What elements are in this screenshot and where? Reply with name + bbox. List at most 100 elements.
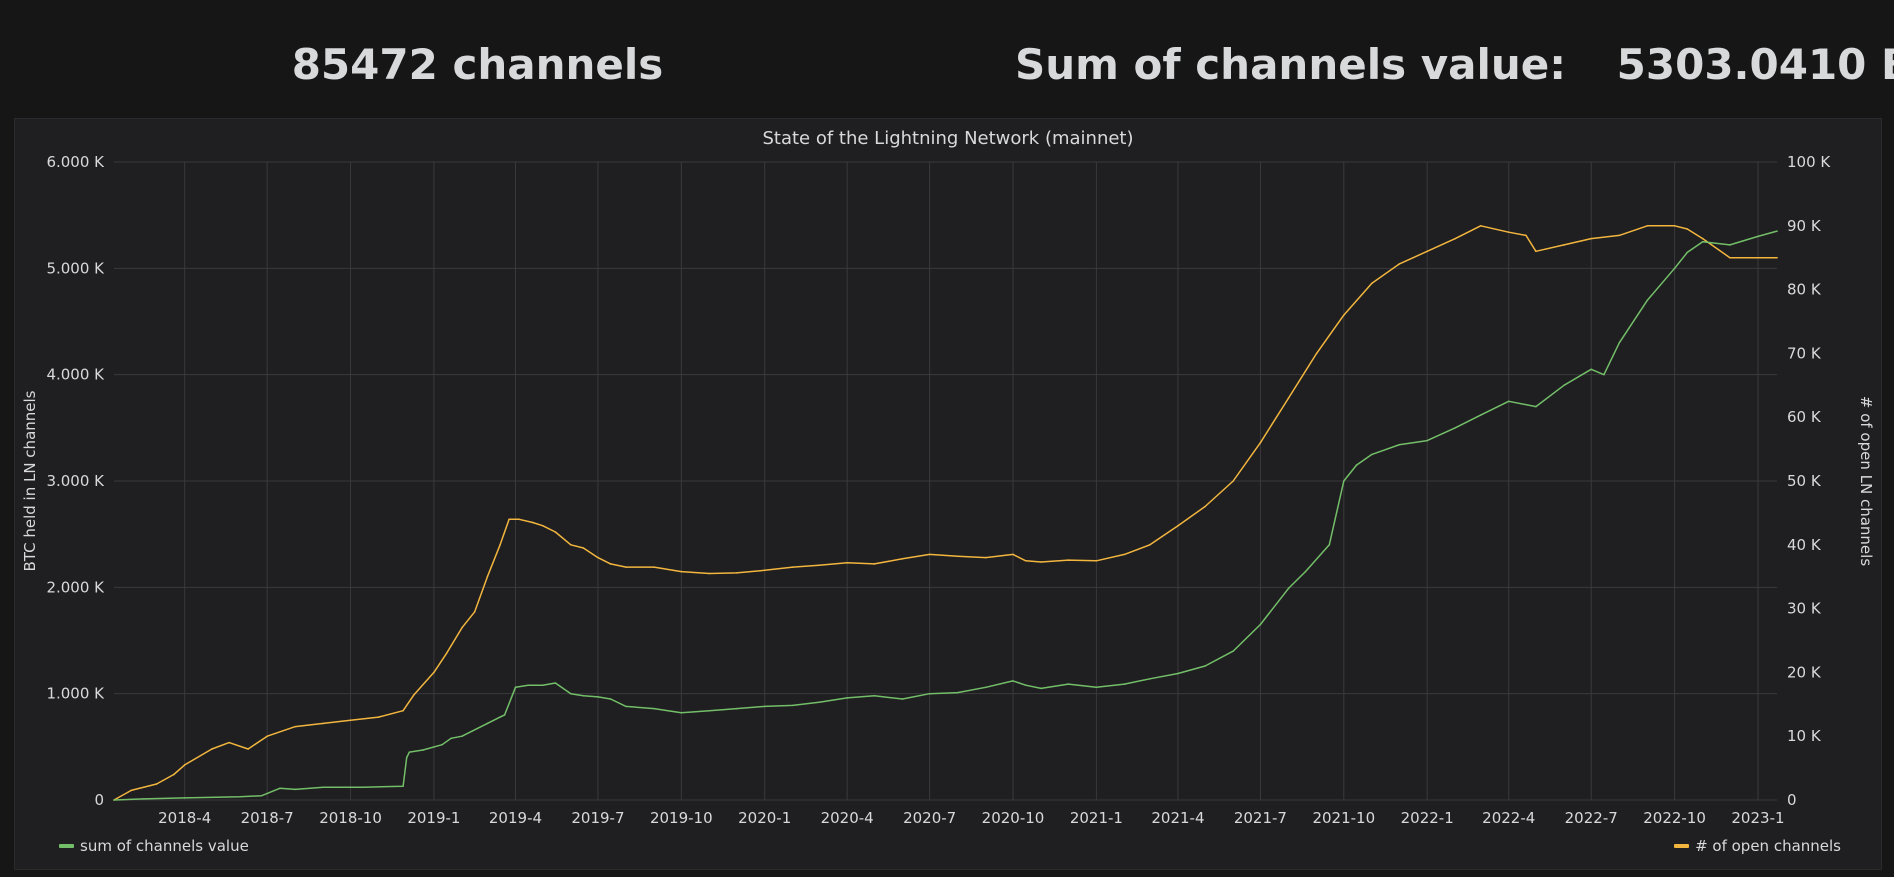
chart-panel: State of the Lightning Network (mainnet)… <box>14 118 1882 870</box>
point-open-channels <box>1149 544 1151 546</box>
point-open-channels <box>433 671 435 674</box>
y-right-tick-label: 80 K <box>1787 281 1822 299</box>
point-channel-sum <box>143 798 145 800</box>
point-channel-sum <box>1067 683 1070 685</box>
point-open-channels <box>461 626 463 629</box>
point-open-channels <box>1646 225 1649 227</box>
point-channel-sum <box>569 692 572 695</box>
point-open-channels <box>569 544 572 546</box>
legend-swatch-sum <box>59 844 74 848</box>
point-open-channels <box>1618 234 1621 237</box>
point-channel-sum <box>846 697 848 699</box>
point-open-channels <box>473 610 476 613</box>
point-open-channels <box>1535 250 1537 253</box>
point-channel-sum <box>680 712 683 714</box>
point-open-channels <box>1563 244 1565 246</box>
point-channel-sum <box>183 797 186 799</box>
point-channel-sum <box>1426 439 1428 442</box>
point-open-channels <box>518 518 520 521</box>
series-line-open-channels <box>113 225 1777 801</box>
y-left-tick-label: 0 <box>94 791 104 809</box>
point-open-channels <box>1729 256 1731 259</box>
y-left-tick-label: 2.000 K <box>46 578 105 596</box>
point-open-channels <box>266 735 268 737</box>
x-tick-label: 2021-1 <box>1070 809 1123 827</box>
y-right-tick-label: 100 K <box>1787 153 1831 171</box>
point-open-channels <box>1123 553 1126 556</box>
point-open-channels <box>402 709 404 712</box>
x-tick-label: 2020-10 <box>982 809 1045 827</box>
channel-sum-stat: Sum of channels value: 5303.0410 BTC <box>1015 30 1894 100</box>
x-tick-label: 2020-7 <box>903 809 956 827</box>
y-right-tick-label: 70 K <box>1787 344 1822 362</box>
x-tick-label: 2018-4 <box>158 809 211 827</box>
point-open-channels <box>1177 524 1179 527</box>
channel-sum-label: Sum of channels value: <box>1015 40 1567 89</box>
point-channel-sum <box>1355 464 1358 466</box>
x-tick-label: 2023-1 <box>1731 809 1784 827</box>
legend-label-channels: # of open channels <box>1695 837 1841 855</box>
point-open-channels <box>1590 237 1593 240</box>
y-right-axis-title: # of open LN channels <box>1857 396 1875 566</box>
point-channel-sum <box>1204 665 1206 667</box>
point-channel-sum <box>791 704 794 707</box>
point-channel-sum <box>625 705 627 708</box>
point-open-channels <box>413 693 415 696</box>
y-right-tick-label: 90 K <box>1787 217 1822 235</box>
point-channel-sum <box>1398 444 1400 446</box>
point-channel-sum <box>873 694 876 697</box>
point-channel-sum <box>1618 341 1621 344</box>
point-channel-sum <box>1012 680 1014 682</box>
grid-layer <box>114 161 1777 801</box>
legend-item-channels[interactable]: # of open channels <box>1674 837 1841 855</box>
point-channel-sum <box>294 788 297 791</box>
point-open-channels <box>1012 553 1014 556</box>
point-open-channels <box>1024 559 1027 562</box>
series-layer <box>113 225 1778 801</box>
point-open-channels <box>486 575 489 578</box>
panel-title[interactable]: State of the Lightning Network (mainnet) <box>762 128 1134 149</box>
point-open-channels <box>1232 480 1235 482</box>
point-channel-sum <box>1328 544 1331 546</box>
point-channel-sum <box>239 796 241 798</box>
point-channel-sum <box>956 691 959 694</box>
point-channel-sum <box>1287 587 1290 590</box>
point-channel-sum <box>405 756 408 759</box>
point-open-channels <box>1204 505 1206 508</box>
point-channel-sum <box>113 799 115 801</box>
x-tick-label: 2022-7 <box>1565 809 1618 827</box>
legend-item-sum[interactable]: sum of channels value <box>59 837 249 855</box>
point-channel-sum <box>503 714 506 716</box>
x-tick-label: 2020-1 <box>738 809 791 827</box>
y-right-tick-label: 50 K <box>1787 472 1822 490</box>
point-channel-sum <box>260 794 263 797</box>
point-open-channels <box>625 566 627 568</box>
y-right-tick-label: 30 K <box>1787 600 1822 618</box>
y-right-tick-label: 60 K <box>1787 408 1822 426</box>
point-open-channels <box>609 563 612 565</box>
y-left-axis-title: BTC held in LN channels <box>21 390 39 571</box>
point-channel-sum <box>1177 672 1179 675</box>
point-channel-sum <box>1304 570 1307 573</box>
x-tick-label: 2019-7 <box>571 809 624 827</box>
point-open-channels <box>735 572 738 574</box>
y-left-tick-label: 5.000 K <box>46 259 105 277</box>
point-channel-sum <box>1686 251 1689 254</box>
series-line-channel-sum <box>113 230 1778 801</box>
point-open-channels <box>1095 559 1098 562</box>
chart-svg[interactable]: 2018-4 2018-7 2018-10 2019-1 2019-4 2019-7 201… <box>15 119 1881 869</box>
point-open-channels <box>1525 234 1527 237</box>
point-channel-sum <box>1590 368 1593 371</box>
point-channel-sum <box>928 692 931 695</box>
point-open-channels <box>763 569 766 572</box>
x-tick-label: 2021-10 <box>1312 809 1375 827</box>
point-open-channels <box>173 773 175 776</box>
point-channel-sum <box>985 686 987 689</box>
point-channel-sum <box>1603 373 1605 376</box>
point-open-channels <box>1426 250 1428 253</box>
point-channel-sum <box>1507 400 1510 403</box>
point-channel-sum <box>1673 267 1676 270</box>
point-open-channels <box>1067 559 1070 561</box>
point-open-channels <box>228 741 230 744</box>
point-channel-sum <box>1343 480 1345 482</box>
